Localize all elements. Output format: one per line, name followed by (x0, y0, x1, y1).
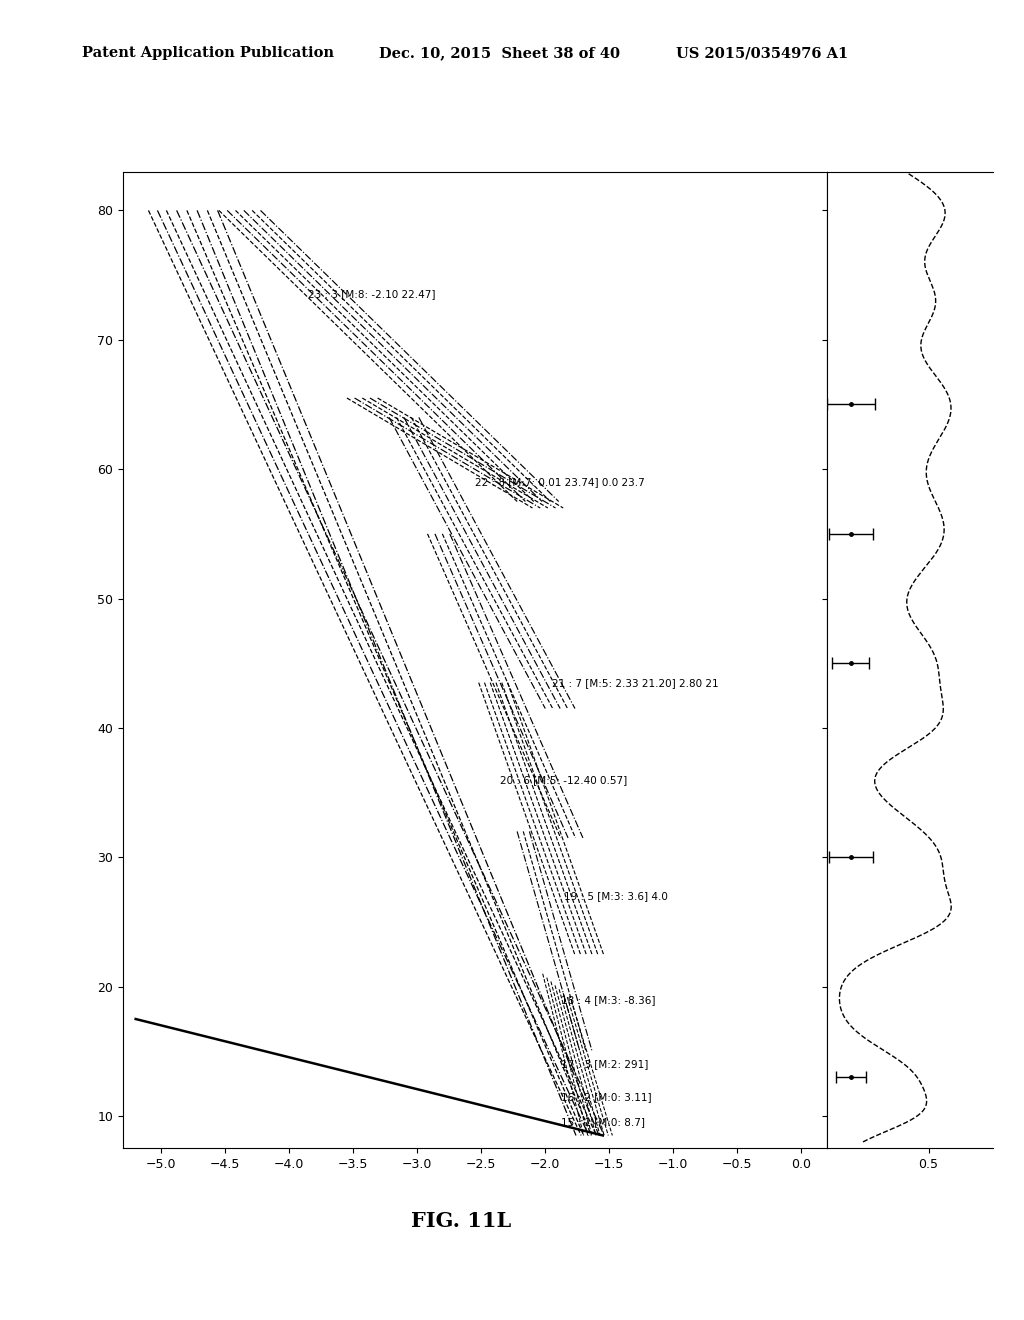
Text: 22 : 8 [M:7: 0.01 23.74] 0.0 23.7: 22 : 8 [M:7: 0.01 23.74] 0.0 23.7 (475, 477, 645, 487)
Text: 20 : 6 [M:5: -12.40 0.57]: 20 : 6 [M:5: -12.40 0.57] (501, 775, 628, 784)
Text: Dec. 10, 2015  Sheet 38 of 40: Dec. 10, 2015 Sheet 38 of 40 (379, 46, 620, 61)
Text: FIG. 11L: FIG. 11L (411, 1210, 511, 1232)
Text: 15 : 1 [M:0: 8.7]: 15 : 1 [M:0: 8.7] (561, 1118, 645, 1127)
Text: 23 : 3 [M:8: -2.10 22.47]: 23 : 3 [M:8: -2.10 22.47] (308, 289, 436, 300)
Text: 16 : 2 [M:0: 3.11]: 16 : 2 [M:0: 3.11] (561, 1092, 651, 1102)
Text: 18 : 4 [M:3: -8.36]: 18 : 4 [M:3: -8.36] (561, 994, 655, 1005)
Text: 19 : 5 [M:3: 3.6] 4.0: 19 : 5 [M:3: 3.6] 4.0 (564, 891, 669, 902)
Text: 21 : 7 [M:5: 2.33 21.20] 2.80 21: 21 : 7 [M:5: 2.33 21.20] 2.80 21 (552, 677, 718, 688)
Text: US 2015/0354976 A1: US 2015/0354976 A1 (676, 46, 848, 61)
Text: 17 : 3 [M:2: 291]: 17 : 3 [M:2: 291] (561, 1060, 648, 1069)
Text: Patent Application Publication: Patent Application Publication (82, 46, 334, 61)
